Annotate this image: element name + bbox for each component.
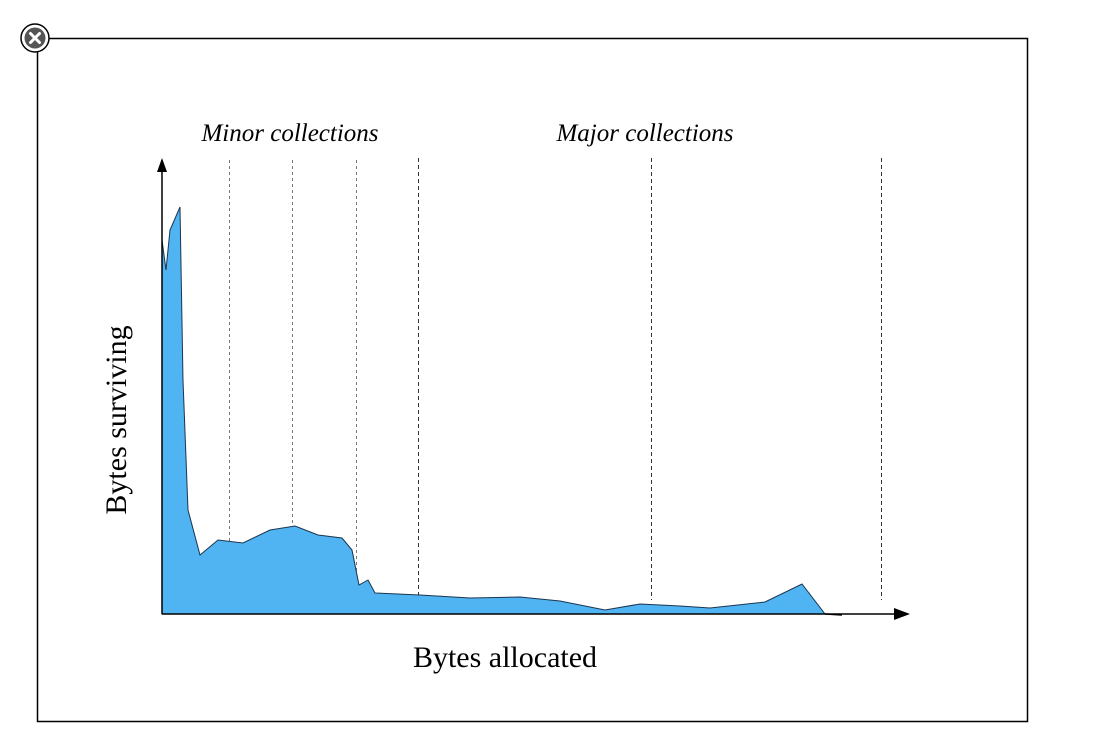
y-arrow [157,158,167,172]
x-arrow [894,608,910,620]
y-axis-label: Bytes surviving [100,325,133,514]
major-dividers [418,158,882,600]
minor-label: Minor collections [200,120,378,147]
close-button[interactable] [20,23,50,53]
diagram: Minor collections Major collections Byte… [100,120,910,674]
major-label: Major collections [555,120,733,147]
close-x[interactable] [29,32,41,44]
x-axis-label: Bytes allocated [413,641,597,674]
survival-area [161,206,827,615]
frame [36,37,1029,723]
